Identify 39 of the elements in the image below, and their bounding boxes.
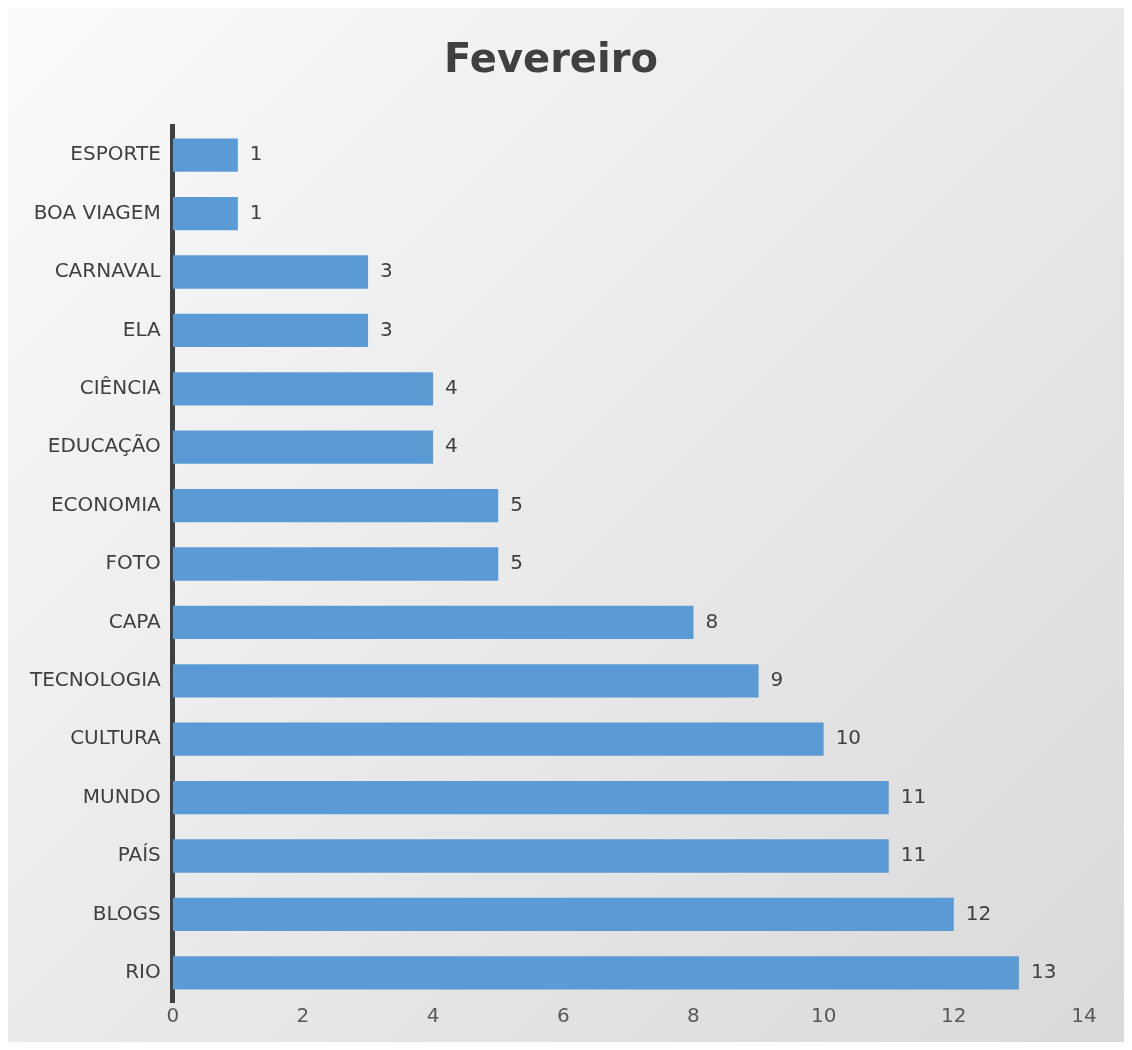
data-label: 8 (705, 608, 719, 633)
y-tick-label: CIÊNCIA (79, 375, 162, 399)
y-tick-label: ESPORTE (70, 141, 161, 166)
data-label: 5 (510, 550, 523, 575)
data-label: 1 (249, 141, 263, 166)
y-tick-label: BLOGS (92, 900, 161, 925)
chart-title: Fevereiro (444, 35, 658, 82)
x-tick-label: 8 (687, 1003, 700, 1028)
x-tick-label: 2 (296, 1003, 310, 1028)
y-tick-label: EDUCAÇÃO (47, 433, 161, 458)
y-tick-label: CULTURA (70, 725, 162, 750)
x-tick-label: 10 (810, 1003, 837, 1028)
data-label: 1 (249, 199, 263, 224)
x-tick-label: 12 (941, 1003, 967, 1028)
data-label: 11 (900, 783, 927, 808)
data-label: 9 (770, 667, 784, 691)
y-tick-label: ELA (122, 316, 162, 341)
x-tick-label: 6 (556, 1003, 570, 1028)
data-label: 3 (380, 258, 393, 283)
y-tick-label: BOA VIAGEM (33, 199, 161, 224)
data-label: 11 (900, 842, 927, 867)
data-label: 3 (380, 316, 393, 341)
y-tick-label: CAPA (108, 608, 162, 633)
data-label: 5 (510, 491, 523, 516)
data-label: 4 (445, 433, 458, 458)
x-tick-label: 4 (426, 1003, 440, 1028)
y-tick-label: FOTO (105, 550, 161, 575)
data-label: 10 (835, 725, 862, 750)
x-tick-label: 0 (166, 1003, 180, 1028)
data-label: 12 (965, 900, 992, 925)
y-tick-label: MUNDO (82, 783, 161, 808)
y-tick-label: RIO (125, 959, 161, 983)
y-tick-label: TECNOLOGIA (28, 667, 162, 691)
x-tick-label: 14 (1071, 1003, 1097, 1028)
data-label: 13 (1030, 959, 1057, 983)
y-tick-label: ECONOMIA (50, 491, 162, 516)
y-tick-label: PAÍS (117, 842, 161, 867)
y-tick-label: CARNAVAL (54, 258, 162, 283)
data-label: 4 (445, 375, 458, 399)
